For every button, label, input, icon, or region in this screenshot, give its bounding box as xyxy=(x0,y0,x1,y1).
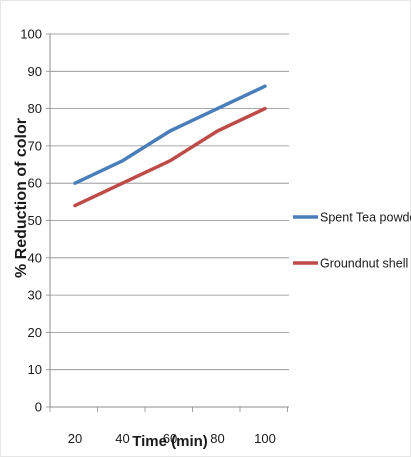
x-tick-label: 100 xyxy=(254,431,276,446)
y-tick-label: 50 xyxy=(28,213,42,228)
y-tick-label: 20 xyxy=(28,325,42,340)
y-tick-labels: 0 10 20 30 40 50 60 70 80 90 100 xyxy=(20,27,42,415)
y-axis-title: % Reduction of color xyxy=(13,118,30,278)
x-tick-labels: 20 40 60 80 100 xyxy=(68,431,276,446)
y-tick-label: 10 xyxy=(28,362,42,377)
x-tick-label: 40 xyxy=(115,431,129,446)
gridlines xyxy=(50,33,289,371)
y-tick-label: 60 xyxy=(28,176,42,191)
y-tick-label: 30 xyxy=(28,288,42,303)
x-tick-label: 60 xyxy=(163,431,177,446)
x-axis-title: Time (min) xyxy=(132,433,208,450)
series-lines xyxy=(73,84,267,208)
y-tick-label: 90 xyxy=(28,64,42,79)
y-tick-label: 0 xyxy=(35,400,42,415)
axes xyxy=(46,33,289,412)
y-tick-label: 70 xyxy=(28,138,42,153)
legend: Spent Tea powder Groundnut shell powde xyxy=(293,211,411,271)
y-tick-label: 80 xyxy=(28,101,42,116)
y-tick-label: 40 xyxy=(28,250,42,265)
y-tick-label: 100 xyxy=(20,27,42,42)
x-tick-label: 80 xyxy=(210,431,224,446)
legend-label-1: Spent Tea powder xyxy=(320,211,411,225)
legend-label-2: Groundnut shell powde xyxy=(320,257,411,271)
x-tick-label: 20 xyxy=(68,431,82,446)
